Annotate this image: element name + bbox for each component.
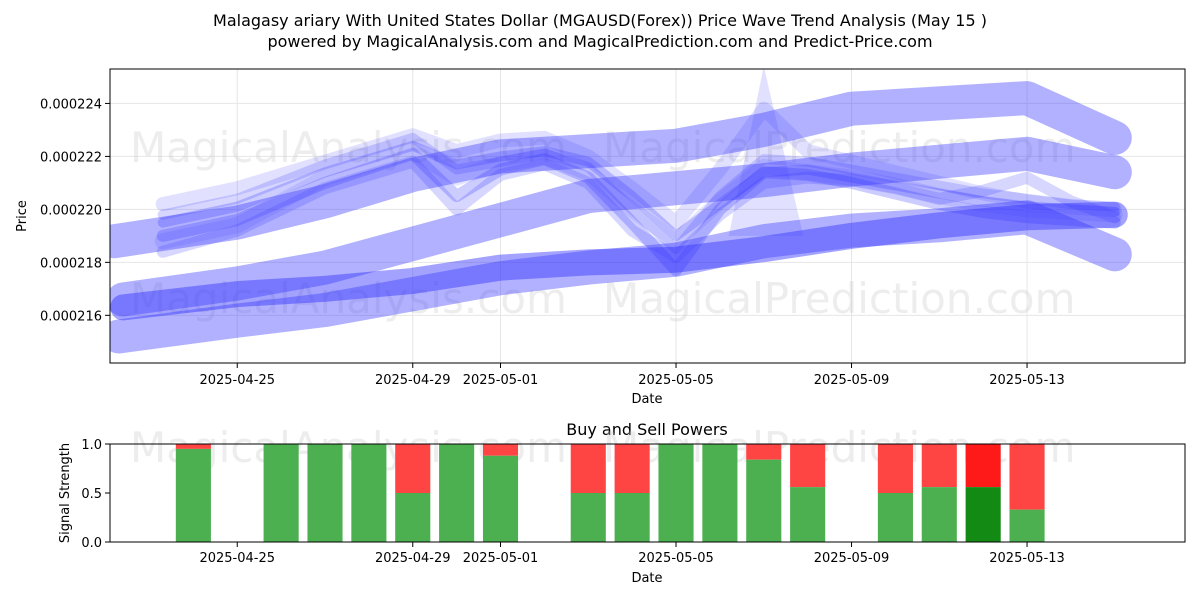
price-y-tick-label-4: 0.000224 xyxy=(40,97,102,112)
buy-bar-12 xyxy=(790,487,826,542)
price-series-trend-low xyxy=(110,200,1132,354)
sell-bar-12 xyxy=(790,444,826,488)
sell-bar-7 xyxy=(570,444,606,493)
sell-bar-0 xyxy=(175,444,211,449)
price-series-wave-2 xyxy=(157,132,1120,255)
signal-x-tick-label-2: 2025-05-01 xyxy=(463,551,539,566)
sell-bar-4 xyxy=(395,444,431,493)
sell-bar-15 xyxy=(965,444,1001,488)
buy-bar-4 xyxy=(395,493,431,542)
price-series-trend-top xyxy=(110,81,1132,259)
price-x-tick-label-4: 2025-05-09 xyxy=(814,373,890,388)
buy-bar-14 xyxy=(921,487,957,542)
sell-bar-14 xyxy=(921,444,957,488)
price-series-wave-4 xyxy=(155,101,1122,230)
price-y-tick-label-0: 0.000216 xyxy=(40,309,102,324)
buy-bar-7 xyxy=(570,493,606,542)
signal-y-ticks: 0.0 0.5 1.0 xyxy=(81,438,110,551)
buy-bar-15 xyxy=(965,487,1001,542)
price-y-axis-label: Price xyxy=(15,200,30,232)
sell-bar-6 xyxy=(482,444,519,456)
price-x-tick-label-0: 2025-04-25 xyxy=(199,373,275,388)
buy-bar-16 xyxy=(1009,509,1045,542)
buy-bar-8 xyxy=(614,493,650,542)
watermark-analysis-top: MagicalAnalysis.com xyxy=(130,123,567,172)
watermark-prediction-mid: MagicalPrediction.com xyxy=(603,274,1076,323)
chart-title-line1: Malagasy ariary With United States Dolla… xyxy=(213,11,987,30)
price-series-trend-mid xyxy=(110,136,1132,317)
price-wave-series xyxy=(110,69,1132,354)
buy-bar-9 xyxy=(658,444,694,542)
price-series-wave-6 xyxy=(154,143,1123,250)
price-y-tick-label-1: 0.000218 xyxy=(40,256,102,271)
watermark-prediction-top: MagicalPrediction.com xyxy=(603,123,1076,172)
buy-bar-10 xyxy=(702,444,738,542)
signal-y-tick-label-1: 0.5 xyxy=(81,487,102,502)
price-y-tick-label-3: 0.000222 xyxy=(40,150,102,165)
signal-panel: Buy and Sell Powers MagicalAnalysis.com … xyxy=(58,420,1186,586)
price-x-tick-label-1: 2025-04-29 xyxy=(375,373,451,388)
signal-x-axis-label: Date xyxy=(631,571,662,586)
chart-title-line2: powered by MagicalAnalysis.com and Magic… xyxy=(267,32,932,51)
signal-bars xyxy=(175,444,1045,542)
buy-bar-13 xyxy=(877,493,913,542)
buy-bar-11 xyxy=(746,459,782,542)
price-series-trend-band xyxy=(110,201,1128,321)
price-y-tick-label-2: 0.000220 xyxy=(40,203,102,218)
buy-bar-0 xyxy=(175,448,211,542)
signal-y-axis-label: Signal Strength xyxy=(58,443,73,543)
price-x-axis-label: Date xyxy=(631,392,662,407)
buy-bar-6 xyxy=(482,455,519,542)
signal-x-tick-label-3: 2025-05-05 xyxy=(638,551,714,566)
buy-bar-3 xyxy=(351,444,387,542)
watermark-analysis-mid: MagicalAnalysis.com xyxy=(130,274,567,323)
signal-chart-title: Buy and Sell Powers xyxy=(566,420,728,439)
signal-x-tick-label-1: 2025-04-29 xyxy=(375,551,451,566)
signal-x-tick-label-5: 2025-05-13 xyxy=(989,551,1065,566)
price-x-ticks: 2025-04-25 2025-04-29 2025-05-01 2025-05-05… xyxy=(199,363,1065,388)
signal-x-tick-label-0: 2025-04-25 xyxy=(199,551,275,566)
signal-y-tick-label-2: 1.0 xyxy=(81,438,102,453)
sell-bar-11 xyxy=(746,444,782,460)
signal-y-tick-label-0: 0.0 xyxy=(81,536,102,551)
sell-bar-16 xyxy=(1009,444,1045,510)
price-series-wave-1 xyxy=(157,140,1120,241)
price-x-tick-label-3: 2025-05-05 xyxy=(638,373,714,388)
buy-bar-1 xyxy=(263,444,299,542)
price-series-wave-5 xyxy=(156,155,1121,264)
price-x-tick-label-5: 2025-05-13 xyxy=(989,373,1065,388)
price-y-ticks: 0.000216 0.000218 0.000220 0.000222 0.000224 xyxy=(40,97,110,324)
signal-x-tick-label-4: 2025-05-09 xyxy=(814,551,890,566)
price-x-tick-label-2: 2025-05-01 xyxy=(463,373,539,388)
price-wedge-spike xyxy=(728,69,804,236)
sell-bar-8 xyxy=(614,444,650,493)
price-series-wave-3 xyxy=(156,147,1121,277)
signal-x-ticks: 2025-04-25 2025-04-29 2025-05-01 2025-05-05… xyxy=(199,542,1065,566)
buy-bar-2 xyxy=(307,444,343,542)
price-grid xyxy=(110,69,1185,363)
price-panel: MagicalAnalysis.com MagicalPrediction.co… xyxy=(15,68,1186,407)
price-plot-background xyxy=(110,69,1185,363)
buy-bar-5 xyxy=(439,444,475,542)
sell-bar-13 xyxy=(877,444,913,493)
price-plot-frame xyxy=(109,68,1186,364)
